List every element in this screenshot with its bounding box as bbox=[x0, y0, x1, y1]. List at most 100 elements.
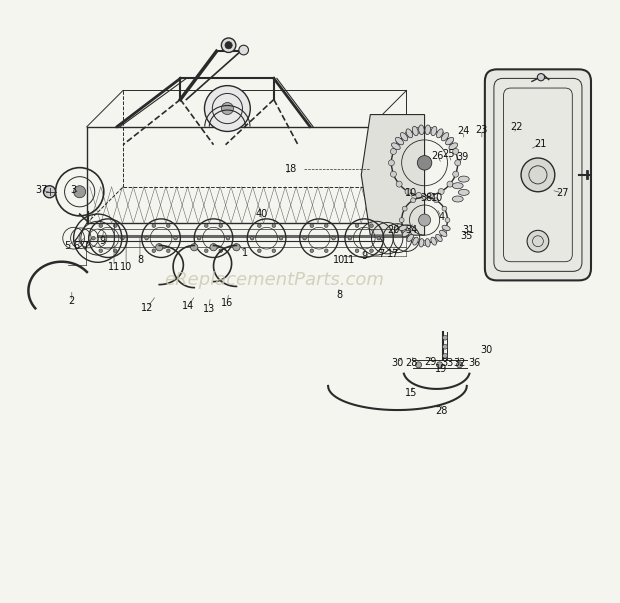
Circle shape bbox=[167, 249, 170, 253]
Text: 11: 11 bbox=[108, 262, 120, 271]
Ellipse shape bbox=[453, 196, 463, 202]
Text: 34: 34 bbox=[405, 226, 417, 235]
Circle shape bbox=[332, 236, 335, 240]
Circle shape bbox=[410, 198, 415, 203]
Text: 7: 7 bbox=[378, 250, 384, 259]
Ellipse shape bbox=[412, 126, 418, 136]
Circle shape bbox=[239, 45, 249, 55]
Circle shape bbox=[250, 236, 254, 240]
Ellipse shape bbox=[431, 126, 437, 136]
Text: 19: 19 bbox=[435, 364, 448, 374]
Circle shape bbox=[416, 127, 422, 133]
Ellipse shape bbox=[396, 137, 404, 145]
Ellipse shape bbox=[419, 239, 424, 247]
Circle shape bbox=[355, 224, 359, 227]
Circle shape bbox=[210, 244, 217, 251]
Ellipse shape bbox=[458, 189, 469, 195]
Ellipse shape bbox=[401, 133, 408, 141]
Ellipse shape bbox=[399, 226, 407, 230]
Circle shape bbox=[92, 236, 95, 240]
Text: 10: 10 bbox=[333, 256, 345, 265]
Circle shape bbox=[152, 249, 156, 253]
Circle shape bbox=[416, 192, 422, 198]
Text: 8: 8 bbox=[137, 256, 143, 265]
Text: 24: 24 bbox=[458, 127, 470, 136]
Circle shape bbox=[221, 103, 233, 115]
Text: 33: 33 bbox=[441, 358, 454, 368]
Text: 23: 23 bbox=[476, 125, 488, 134]
Circle shape bbox=[370, 224, 373, 227]
Circle shape bbox=[410, 238, 415, 242]
Circle shape bbox=[225, 42, 232, 49]
Circle shape bbox=[156, 244, 163, 251]
Circle shape bbox=[219, 249, 223, 253]
Circle shape bbox=[310, 224, 314, 227]
Circle shape bbox=[205, 86, 250, 131]
Circle shape bbox=[405, 131, 411, 137]
Circle shape bbox=[272, 224, 276, 227]
Circle shape bbox=[272, 249, 276, 253]
Text: 17: 17 bbox=[387, 250, 399, 259]
Circle shape bbox=[152, 224, 156, 227]
Circle shape bbox=[388, 160, 394, 166]
Circle shape bbox=[396, 181, 402, 187]
Text: 29: 29 bbox=[425, 357, 436, 367]
Text: 5: 5 bbox=[64, 241, 71, 251]
Circle shape bbox=[370, 249, 373, 253]
Circle shape bbox=[454, 160, 461, 166]
Text: 10: 10 bbox=[430, 193, 443, 203]
Ellipse shape bbox=[425, 125, 430, 134]
Ellipse shape bbox=[431, 237, 436, 245]
Circle shape bbox=[257, 224, 261, 227]
Ellipse shape bbox=[458, 176, 469, 182]
FancyBboxPatch shape bbox=[485, 69, 591, 280]
Circle shape bbox=[145, 236, 148, 240]
Circle shape bbox=[442, 229, 447, 234]
Circle shape bbox=[453, 148, 459, 154]
Circle shape bbox=[433, 238, 438, 242]
Circle shape bbox=[443, 353, 448, 358]
Ellipse shape bbox=[425, 239, 430, 247]
Text: 30: 30 bbox=[480, 345, 493, 355]
Circle shape bbox=[447, 139, 453, 145]
Text: 38: 38 bbox=[420, 193, 433, 203]
Circle shape bbox=[113, 224, 117, 227]
Circle shape bbox=[417, 156, 432, 170]
Circle shape bbox=[174, 236, 177, 240]
Circle shape bbox=[396, 139, 402, 145]
Circle shape bbox=[113, 249, 117, 253]
Circle shape bbox=[257, 249, 261, 253]
Ellipse shape bbox=[453, 183, 463, 189]
Circle shape bbox=[436, 362, 443, 368]
Text: 16: 16 bbox=[221, 298, 234, 308]
Circle shape bbox=[443, 344, 448, 349]
Text: 22: 22 bbox=[511, 122, 523, 131]
Circle shape bbox=[521, 158, 555, 192]
Ellipse shape bbox=[402, 230, 410, 236]
Ellipse shape bbox=[436, 235, 442, 242]
Circle shape bbox=[324, 224, 328, 227]
Circle shape bbox=[190, 244, 198, 251]
Text: 25: 25 bbox=[443, 149, 455, 159]
Circle shape bbox=[442, 206, 447, 211]
Circle shape bbox=[99, 224, 102, 227]
Circle shape bbox=[121, 236, 124, 240]
Text: 8: 8 bbox=[336, 291, 342, 300]
Text: 20: 20 bbox=[387, 226, 399, 235]
Text: 13: 13 bbox=[203, 304, 215, 314]
Circle shape bbox=[422, 241, 427, 245]
Text: 6: 6 bbox=[74, 241, 80, 251]
Circle shape bbox=[391, 171, 396, 177]
Text: 27: 27 bbox=[556, 188, 569, 198]
Ellipse shape bbox=[441, 133, 449, 141]
Text: 26: 26 bbox=[432, 151, 444, 160]
Text: 15: 15 bbox=[405, 388, 417, 398]
Text: 9: 9 bbox=[361, 251, 367, 261]
Text: 40: 40 bbox=[255, 209, 268, 219]
Text: 3: 3 bbox=[71, 185, 77, 195]
Circle shape bbox=[43, 186, 56, 198]
Circle shape bbox=[402, 229, 407, 234]
Circle shape bbox=[427, 192, 433, 198]
Text: 12: 12 bbox=[141, 303, 153, 312]
Ellipse shape bbox=[418, 125, 424, 134]
